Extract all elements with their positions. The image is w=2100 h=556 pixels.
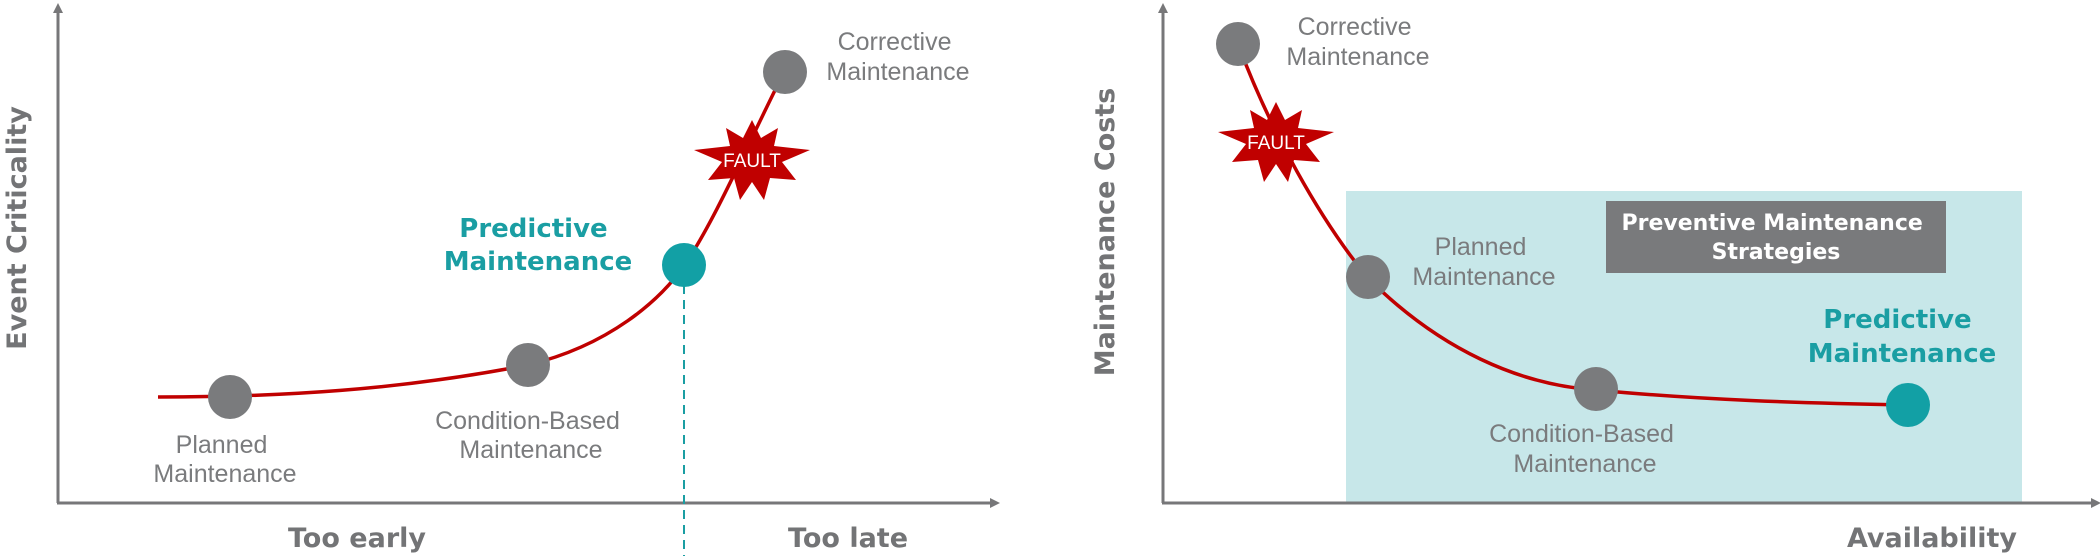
right-diagram: FAULT Preventive Maintenance Strategies … (1090, 3, 2100, 554)
right-condition-label: Condition-Based Maintenance (1489, 420, 1681, 478)
preventive-strategies-box (1606, 201, 1946, 273)
right-planned-label: Planned Maintenance (1412, 233, 1555, 291)
right-fault-burst: FAULT (1218, 102, 1334, 182)
right-corrective-node (1216, 22, 1260, 66)
right-predictive-label: Predictive Maintenance (1808, 305, 1997, 369)
left-condition-label: Condition-Based Maintenance (435, 407, 627, 464)
right-corrective-label: Corrective Maintenance (1286, 13, 1429, 71)
right-y-axis-title: Maintenance Costs (1090, 88, 1121, 377)
left-corrective-node (763, 50, 807, 94)
right-predictive-node (1886, 383, 1930, 427)
left-fault-label: FAULT (723, 151, 781, 172)
left-predictive-label: Predictive Maintenance (444, 214, 633, 277)
left-fault-burst: FAULT (694, 120, 810, 200)
right-condition-node (1574, 367, 1618, 411)
x-label-too-early: Too early (288, 523, 426, 554)
preventive-strategies-title: Preventive Maintenance Strategies (1622, 211, 1931, 265)
left-planned-node (208, 375, 252, 419)
left-diagram: FAULT Planned Maintenance Condition-Base… (2, 3, 1000, 556)
left-condition-node (506, 343, 550, 387)
left-planned-label: Planned Maintenance (153, 431, 296, 488)
x-label-availability: Availability (1847, 523, 2017, 554)
x-label-too-late: Too late (788, 523, 908, 554)
left-y-axis-title: Event Criticality (2, 106, 33, 350)
left-criticality-curve (157, 69, 787, 399)
right-cost-curve (1236, 43, 1909, 407)
left-predictive-node (662, 243, 706, 287)
left-corrective-label: Corrective Maintenance (826, 28, 969, 86)
right-fault-label: FAULT (1247, 133, 1305, 154)
right-planned-node (1346, 255, 1390, 299)
